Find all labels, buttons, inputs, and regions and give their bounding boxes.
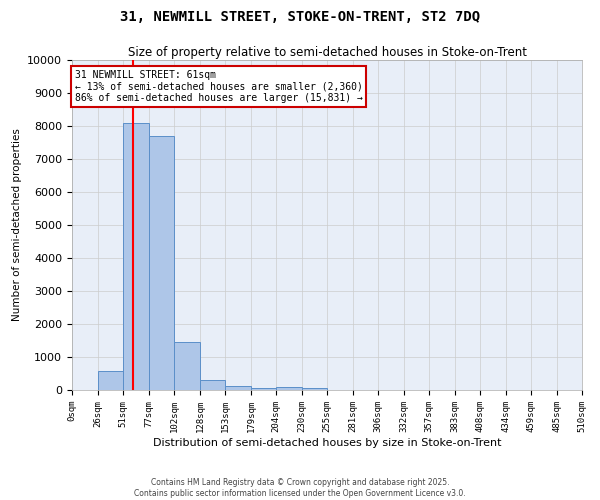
Text: 31 NEWMILL STREET: 61sqm
← 13% of semi-detached houses are smaller (2,360)
86% o: 31 NEWMILL STREET: 61sqm ← 13% of semi-d… [74, 70, 362, 103]
Bar [98, 371, 123, 390]
Bar [225, 386, 251, 390]
Y-axis label: Number of semi-detached properties: Number of semi-detached properties [12, 128, 22, 322]
Bar [302, 388, 327, 390]
Bar [174, 342, 200, 390]
Bar [251, 388, 276, 390]
Bar [276, 388, 302, 390]
Text: 31, NEWMILL STREET, STOKE-ON-TRENT, ST2 7DQ: 31, NEWMILL STREET, STOKE-ON-TRENT, ST2 … [120, 10, 480, 24]
Text: Contains HM Land Registry data © Crown copyright and database right 2025.
Contai: Contains HM Land Registry data © Crown c… [134, 478, 466, 498]
Bar [149, 136, 174, 390]
Title: Size of property relative to semi-detached houses in Stoke-on-Trent: Size of property relative to semi-detach… [128, 46, 527, 59]
Bar [123, 122, 149, 390]
X-axis label: Distribution of semi-detached houses by size in Stoke-on-Trent: Distribution of semi-detached houses by … [153, 438, 501, 448]
Bar [200, 380, 225, 390]
